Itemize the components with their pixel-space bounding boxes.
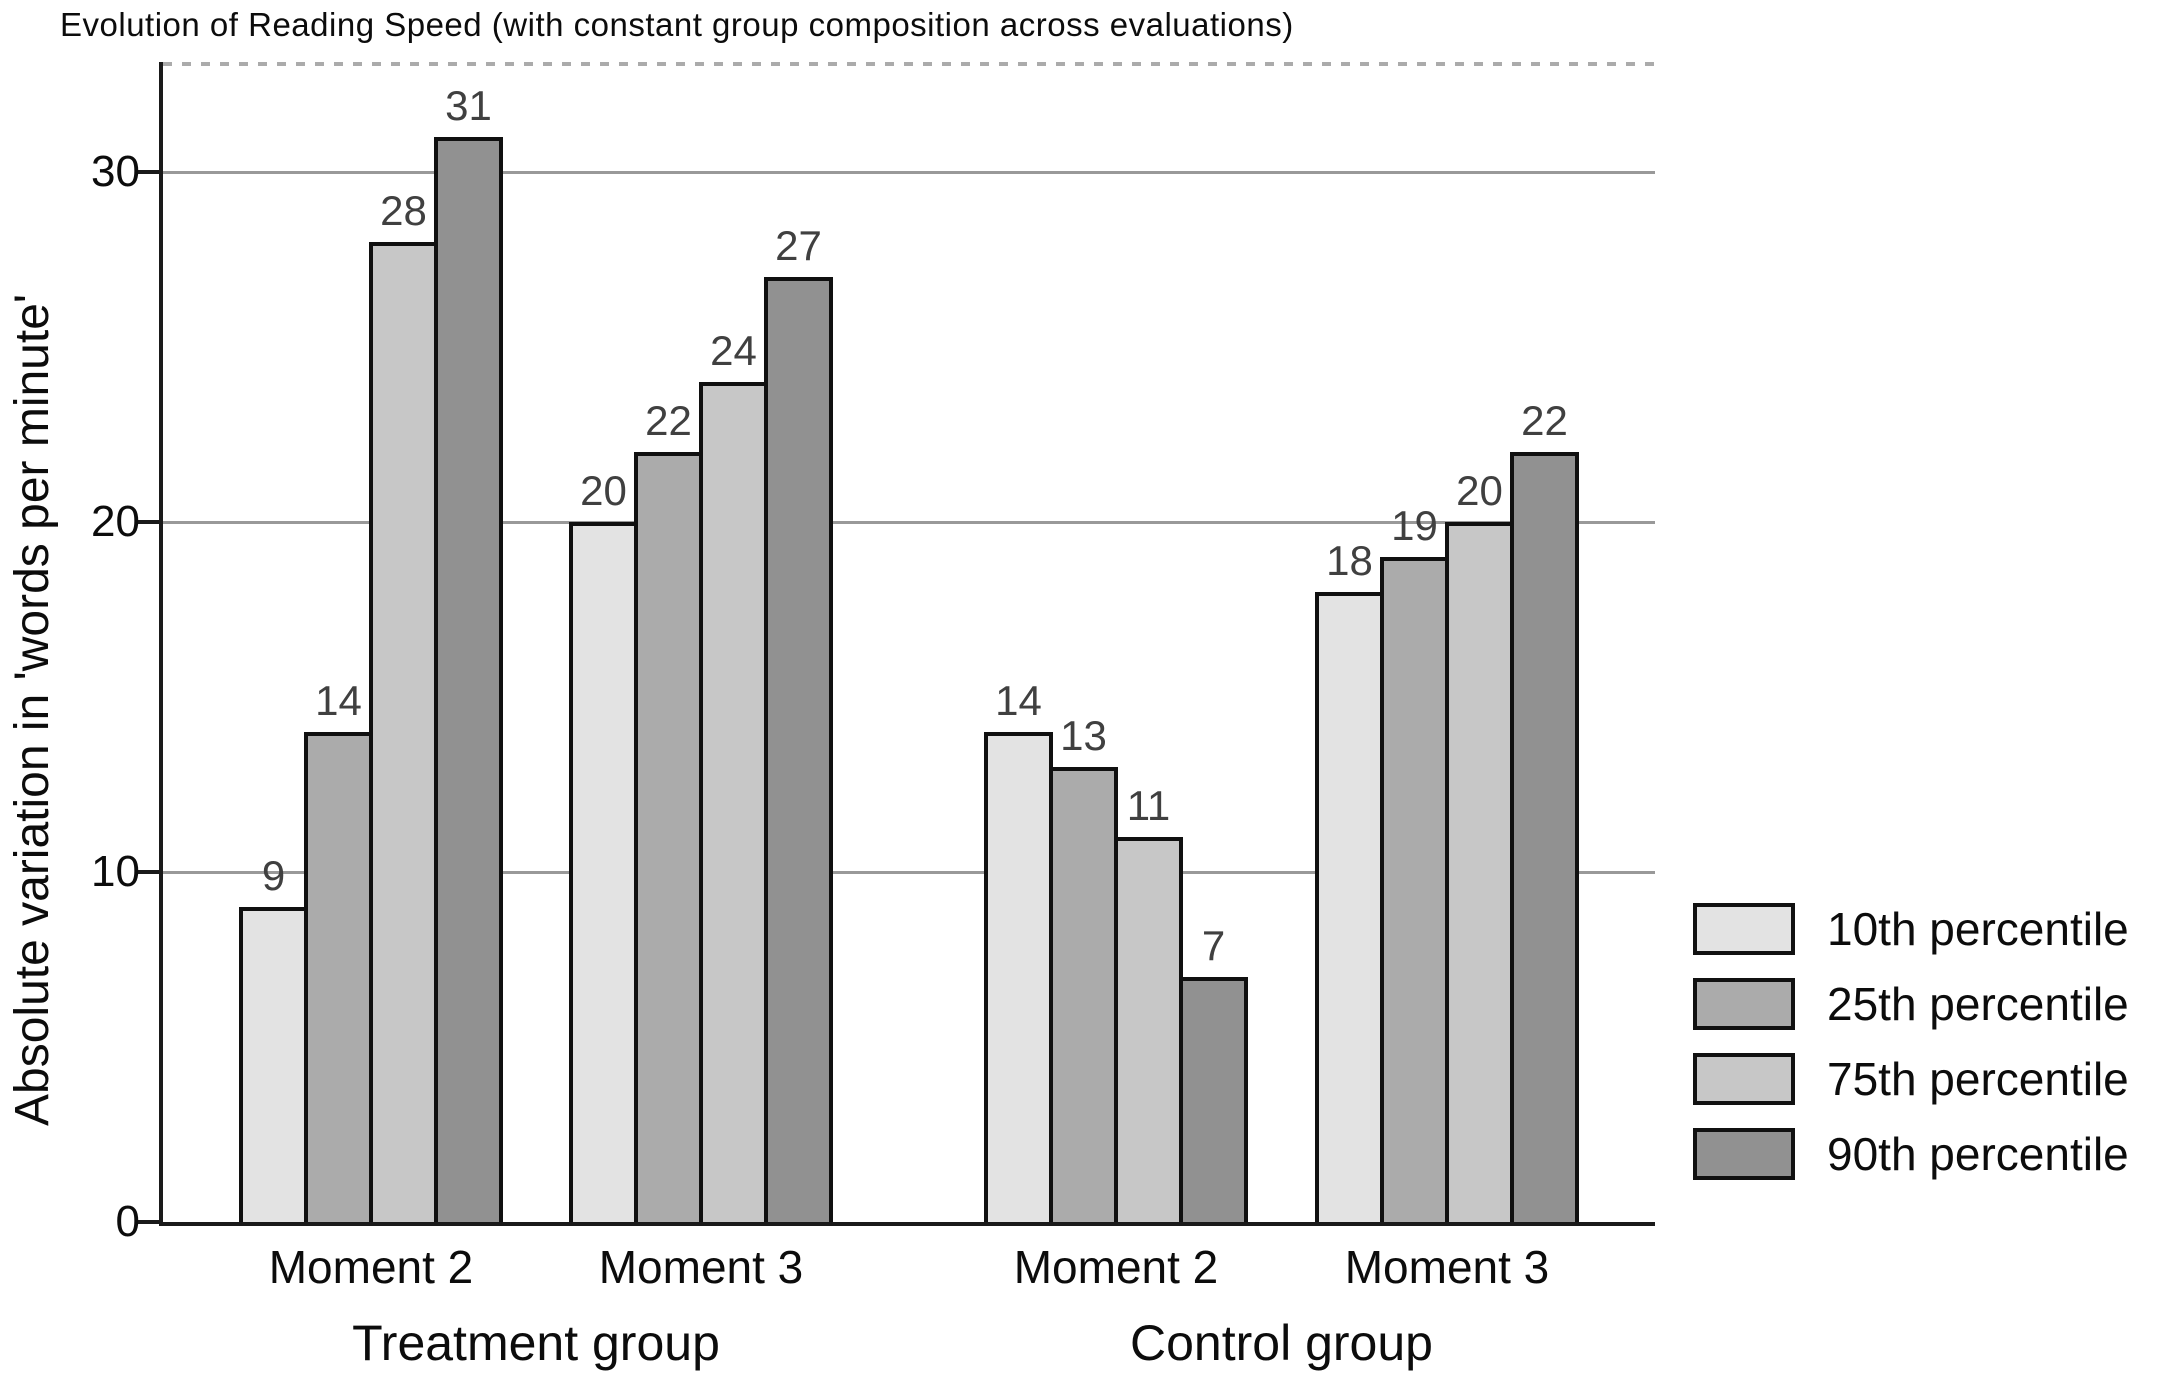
- bar-value-label-10th-percentile-treatment-group-moment-3: 20: [580, 467, 627, 514]
- y-tick-label-20: 20: [91, 497, 140, 546]
- y-tick-label-30: 30: [91, 147, 140, 196]
- bar-90th-percentile-control-group-moment-3: [1510, 452, 1579, 1222]
- gridline-10: [163, 871, 1655, 874]
- bar-value-label-25th-percentile-control-group-moment-2: 13: [1060, 712, 1107, 759]
- legend-swatch-75th-percentile: [1693, 1053, 1795, 1105]
- gridline-30: [163, 171, 1655, 174]
- plot-top-dashed-border: [163, 62, 1655, 66]
- bar-value-label-75th-percentile-control-group-moment-3: 20: [1456, 467, 1503, 514]
- bar-value-label-90th-percentile-control-group-moment-3: 22: [1521, 397, 1568, 444]
- bar-value-label-25th-percentile-treatment-group-moment-3: 22: [645, 397, 692, 444]
- bar-value-label-10th-percentile-treatment-group-moment-2: 9: [261, 852, 286, 899]
- bar-25th-percentile-control-group-moment-2: [1049, 767, 1118, 1222]
- bar-75th-percentile-control-group-moment-3: [1445, 522, 1514, 1222]
- bar-10th-percentile-treatment-group-moment-2: [239, 907, 308, 1222]
- bar-10th-percentile-treatment-group-moment-3: [569, 522, 638, 1222]
- y-tick-10: [137, 870, 161, 874]
- y-tick-20: [137, 520, 161, 524]
- bar-75th-percentile-control-group-moment-2: [1114, 837, 1183, 1222]
- legend-label-75th-percentile: 75th percentile: [1827, 1053, 2129, 1105]
- x-tick-label-1-moment-3: Moment 3: [598, 1241, 804, 1293]
- x-group-label-control-group: Control group: [1130, 1315, 1433, 1371]
- y-tick-label-0: 0: [115, 1197, 140, 1246]
- y-tick-30: [137, 170, 161, 174]
- bar-25th-percentile-control-group-moment-3: [1380, 557, 1449, 1222]
- legend: 10th percentile 25th percentile 75th perce…: [1693, 903, 2129, 1203]
- legend-label-90th-percentile: 90th percentile: [1827, 1128, 2129, 1180]
- bar-value-label-90th-percentile-control-group-moment-2: 7: [1201, 922, 1226, 969]
- legend-swatch-90th-percentile: [1693, 1128, 1795, 1180]
- legend-item-75th-percentile: 75th percentile: [1693, 1053, 2129, 1105]
- y-tick-label-10: 10: [91, 847, 140, 896]
- legend-label-10th-percentile: 10th percentile: [1827, 903, 2129, 955]
- bar-25th-percentile-treatment-group-moment-3: [634, 452, 703, 1222]
- gridline-20: [163, 521, 1655, 524]
- bar-value-label-75th-percentile-control-group-moment-2: 11: [1126, 782, 1171, 829]
- x-tick-label-3-moment-3: Moment 3: [1344, 1241, 1550, 1293]
- bar-10th-percentile-control-group-moment-3: [1315, 592, 1384, 1222]
- bar-value-label-75th-percentile-treatment-group-moment-3: 24: [710, 327, 757, 374]
- bar-value-label-90th-percentile-treatment-group-moment-3: 27: [775, 222, 822, 269]
- y-axis-line: [159, 62, 163, 1226]
- legend-item-90th-percentile: 90th percentile: [1693, 1128, 2129, 1180]
- bar-75th-percentile-treatment-group-moment-3: [699, 382, 768, 1222]
- bar-10th-percentile-control-group-moment-2: [984, 732, 1053, 1222]
- chart-title: Evolution of Reading Speed (with constan…: [60, 6, 1294, 43]
- y-tick-0: [137, 1220, 161, 1224]
- legend-swatch-10th-percentile: [1693, 903, 1795, 955]
- bar-value-label-25th-percentile-treatment-group-moment-2: 14: [315, 677, 362, 724]
- x-axis-line: [159, 1222, 1655, 1226]
- bar-value-label-10th-percentile-control-group-moment-2: 14: [995, 677, 1042, 724]
- x-tick-label-2-moment-2: Moment 2: [1013, 1241, 1219, 1293]
- bar-value-label-90th-percentile-treatment-group-moment-2: 31: [445, 82, 492, 129]
- legend-swatch-25th-percentile: [1693, 978, 1795, 1030]
- legend-label-25th-percentile: 25th percentile: [1827, 978, 2129, 1030]
- bar-90th-percentile-control-group-moment-2: [1179, 977, 1248, 1222]
- bar-75th-percentile-treatment-group-moment-2: [369, 242, 438, 1222]
- bar-90th-percentile-treatment-group-moment-3: [764, 277, 833, 1222]
- bar-value-label-75th-percentile-treatment-group-moment-2: 28: [380, 187, 427, 234]
- bar-90th-percentile-treatment-group-moment-2: [434, 137, 503, 1222]
- x-group-label-treatment-group: Treatment group: [352, 1315, 720, 1371]
- bar-value-label-10th-percentile-control-group-moment-3: 18: [1326, 537, 1373, 584]
- legend-item-10th-percentile: 10th percentile: [1693, 903, 2129, 955]
- legend-item-25th-percentile: 25th percentile: [1693, 978, 2129, 1030]
- bar-value-label-25th-percentile-control-group-moment-3: 19: [1391, 502, 1438, 549]
- bar-25th-percentile-treatment-group-moment-2: [304, 732, 373, 1222]
- x-tick-label-0-moment-2: Moment 2: [268, 1241, 474, 1293]
